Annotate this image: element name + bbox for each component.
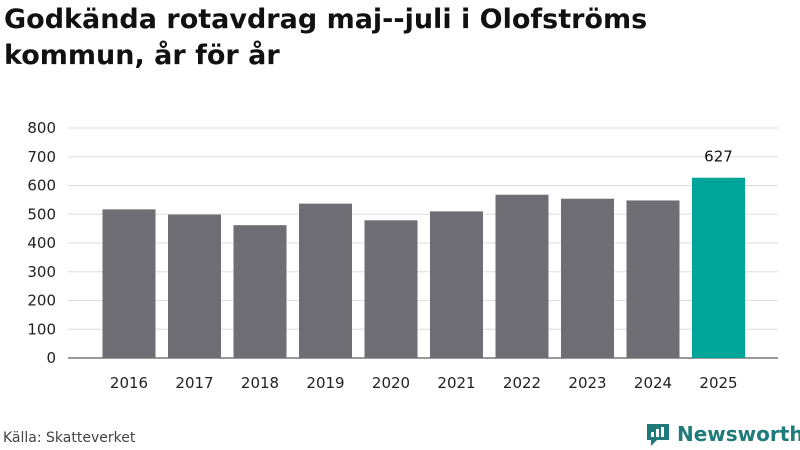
x-tick-label: 2020 [372,374,410,392]
newsworthy-icon [647,424,669,446]
data-labels: 627 [704,148,733,166]
chart-title: Godkända rotavdrag maj--juli i Olofström… [4,4,648,71]
bar-2023 [561,198,614,358]
x-tick-label: 2023 [568,374,606,392]
y-tick-label: 400 [27,234,56,252]
y-tick-label: 500 [27,205,56,223]
y-tick-label: 600 [27,177,56,195]
x-tick-label: 2016 [110,374,148,392]
bar-2022 [495,194,549,358]
y-tick-label: 300 [27,263,56,281]
bar-2021 [430,211,483,358]
brand-logo: Newsworthy [645,421,800,447]
x-axis: 2016 2017 2018 2019 2020 2021 2022 2023 2024 2025 [110,374,738,392]
data-label: 627 [704,148,733,166]
x-tick-label: 2021 [437,374,475,392]
x-tick-label: 2019 [306,374,344,392]
y-tick-label: 0 [46,349,56,367]
bars [102,177,745,358]
bar-2017 [168,214,221,358]
y-tick-label: 200 [27,292,56,310]
x-tick-label: 2017 [175,374,213,392]
x-tick-label: 2024 [634,374,672,392]
y-axis: 0 100 200 300 400 500 600 700 800 [27,119,56,367]
bar-2016 [102,209,156,358]
bar-2024 [626,200,680,358]
source-note: Källa: Skatteverket [3,430,136,446]
y-tick-label: 700 [27,148,56,166]
y-tick-label: 100 [27,320,56,338]
bar-2019 [299,203,352,358]
bar-2018 [233,225,287,358]
x-tick-label: 2018 [241,374,279,392]
bar-2025 [692,177,745,358]
brand-name: Newsworthy [677,422,800,446]
bar-2020 [364,220,418,358]
x-tick-label: 2025 [699,374,737,392]
y-tick-label: 800 [27,119,56,137]
x-tick-label: 2022 [503,374,541,392]
